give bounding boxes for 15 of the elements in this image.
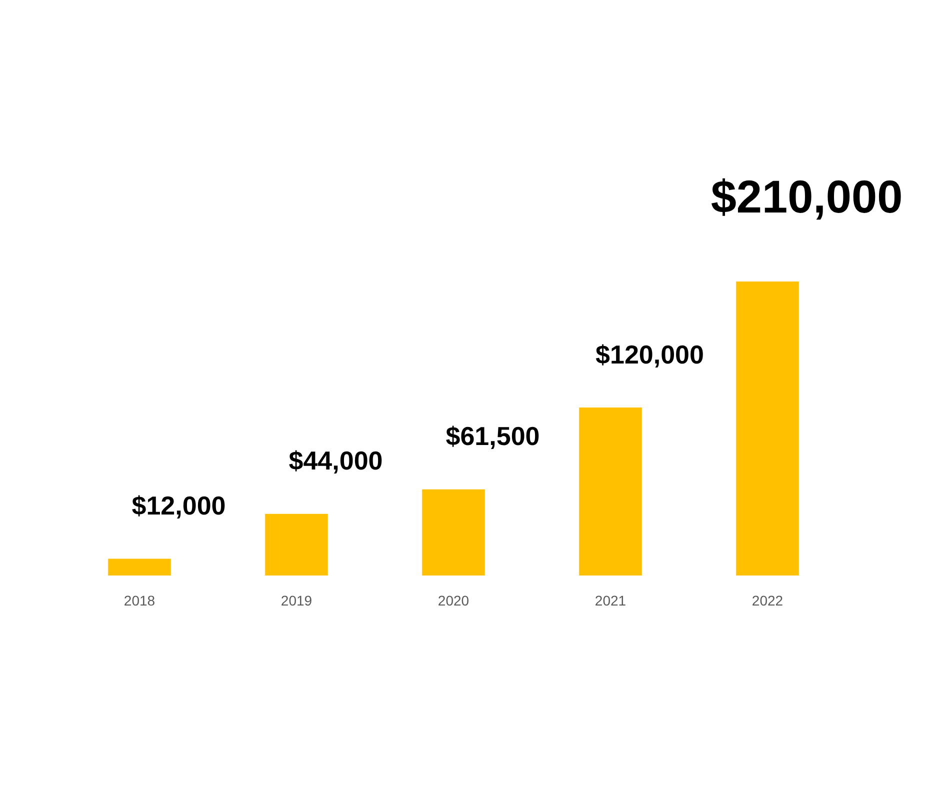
data-label: $210,000	[710, 170, 903, 223]
bar	[422, 489, 485, 576]
bar	[108, 558, 171, 576]
x-tick-label: 2019	[280, 592, 312, 608]
data-label: $12,000	[132, 490, 226, 520]
bar	[579, 408, 642, 576]
data-label: $61,500	[446, 421, 540, 452]
data-label: $44,000	[288, 446, 383, 476]
bar	[265, 514, 328, 576]
bar	[736, 282, 799, 576]
x-tick-label: 2020	[438, 592, 470, 608]
x-tick-label: 2022	[752, 592, 784, 608]
data-label: $120,000	[596, 339, 704, 370]
x-tick-label: 2021	[594, 592, 626, 608]
x-tick-label: 2018	[124, 592, 156, 608]
